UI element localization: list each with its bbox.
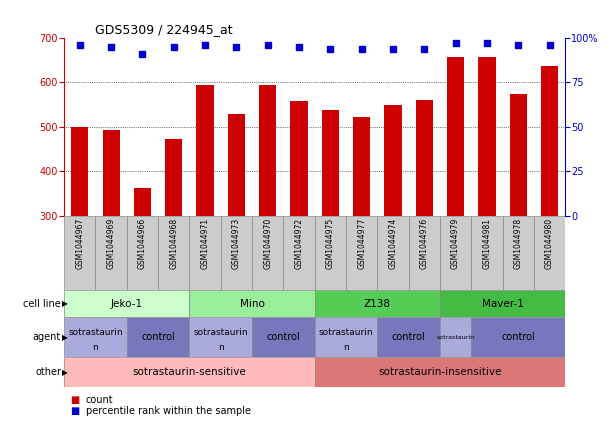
Text: n: n xyxy=(343,343,349,352)
Bar xyxy=(64,290,189,317)
Text: GSM1044972: GSM1044972 xyxy=(295,218,304,269)
Bar xyxy=(378,317,440,357)
Text: GSM1044976: GSM1044976 xyxy=(420,218,429,269)
Text: Z138: Z138 xyxy=(364,299,391,308)
Text: other: other xyxy=(35,367,61,377)
Text: GSM1044974: GSM1044974 xyxy=(389,218,397,269)
Bar xyxy=(189,290,315,317)
Text: Jeko-1: Jeko-1 xyxy=(111,299,143,308)
Bar xyxy=(315,290,440,317)
Bar xyxy=(127,317,189,357)
Bar xyxy=(315,317,378,357)
Text: GSM1044979: GSM1044979 xyxy=(451,218,460,269)
Text: ■: ■ xyxy=(70,395,79,404)
Bar xyxy=(440,290,565,317)
Bar xyxy=(252,317,315,357)
Text: Maver-1: Maver-1 xyxy=(481,299,524,308)
Bar xyxy=(346,216,378,290)
Text: n: n xyxy=(218,343,224,352)
Bar xyxy=(284,216,315,290)
Bar xyxy=(322,110,339,216)
Bar xyxy=(315,357,565,387)
Bar xyxy=(541,66,558,216)
Text: GSM1044969: GSM1044969 xyxy=(107,218,115,269)
Text: sotrastaurin: sotrastaurin xyxy=(436,335,475,340)
Text: GSM1044977: GSM1044977 xyxy=(357,218,366,269)
Text: control: control xyxy=(266,332,300,342)
Text: sotrastaurin-insensitive: sotrastaurin-insensitive xyxy=(378,367,502,377)
Bar xyxy=(503,216,534,290)
Text: GDS5309 / 224945_at: GDS5309 / 224945_at xyxy=(95,23,232,36)
Bar xyxy=(197,85,214,216)
Text: Mino: Mino xyxy=(240,299,265,308)
Bar xyxy=(447,57,464,216)
Bar xyxy=(228,115,245,216)
Bar xyxy=(378,216,409,290)
Text: GSM1044971: GSM1044971 xyxy=(200,218,210,269)
Bar xyxy=(165,139,182,216)
Text: GSM1044967: GSM1044967 xyxy=(75,218,84,269)
Bar xyxy=(103,130,120,216)
Bar xyxy=(471,317,565,357)
Bar xyxy=(158,216,189,290)
Text: GSM1044980: GSM1044980 xyxy=(545,218,554,269)
Bar xyxy=(409,216,440,290)
Text: GSM1044970: GSM1044970 xyxy=(263,218,272,269)
Bar xyxy=(534,216,565,290)
Text: GSM1044973: GSM1044973 xyxy=(232,218,241,269)
Text: GSM1044966: GSM1044966 xyxy=(138,218,147,269)
Text: ▶: ▶ xyxy=(62,368,68,377)
Bar xyxy=(127,216,158,290)
Text: n: n xyxy=(93,343,98,352)
Bar xyxy=(221,216,252,290)
Text: count: count xyxy=(86,395,113,404)
Bar xyxy=(64,357,315,387)
Bar xyxy=(95,216,127,290)
Text: GSM1044978: GSM1044978 xyxy=(514,218,522,269)
Text: agent: agent xyxy=(33,332,61,342)
Text: GSM1044968: GSM1044968 xyxy=(169,218,178,269)
Bar xyxy=(353,117,370,216)
Text: control: control xyxy=(392,332,425,342)
Text: ■: ■ xyxy=(70,407,79,416)
Text: control: control xyxy=(502,332,535,342)
Bar xyxy=(134,188,151,216)
Bar xyxy=(510,93,527,216)
Bar xyxy=(189,317,252,357)
Bar xyxy=(71,127,89,216)
Bar xyxy=(384,105,401,216)
Text: percentile rank within the sample: percentile rank within the sample xyxy=(86,407,251,416)
Text: control: control xyxy=(141,332,175,342)
Bar xyxy=(64,216,95,290)
Bar xyxy=(478,57,496,216)
Bar xyxy=(440,216,471,290)
Bar xyxy=(189,216,221,290)
Text: sotrastaurin: sotrastaurin xyxy=(68,328,123,337)
Bar xyxy=(415,100,433,216)
Bar xyxy=(471,216,503,290)
Text: ▶: ▶ xyxy=(62,333,68,342)
Text: sotrastaurin: sotrastaurin xyxy=(194,328,248,337)
Text: sotrastaurin: sotrastaurin xyxy=(319,328,373,337)
Text: sotrastaurin-sensitive: sotrastaurin-sensitive xyxy=(133,367,246,377)
Text: ▶: ▶ xyxy=(62,299,68,308)
Text: GSM1044975: GSM1044975 xyxy=(326,218,335,269)
Bar xyxy=(259,85,276,216)
Bar xyxy=(252,216,284,290)
Text: cell line: cell line xyxy=(23,299,61,308)
Bar xyxy=(440,317,471,357)
Text: GSM1044981: GSM1044981 xyxy=(483,218,491,269)
Bar xyxy=(315,216,346,290)
Bar xyxy=(290,101,307,216)
Bar xyxy=(64,317,127,357)
